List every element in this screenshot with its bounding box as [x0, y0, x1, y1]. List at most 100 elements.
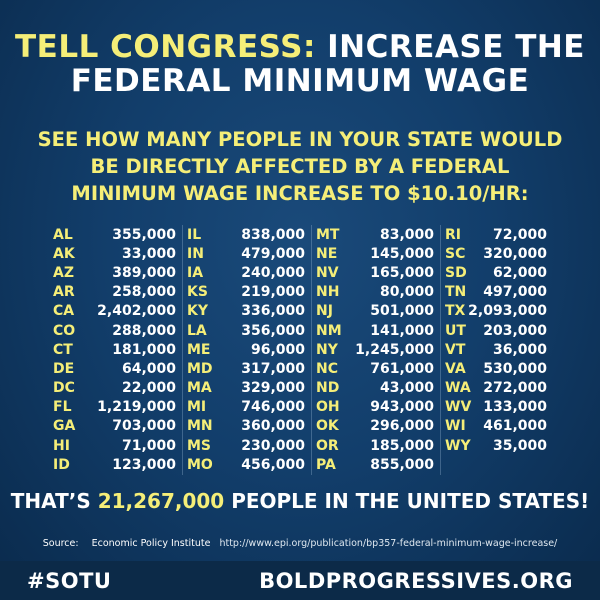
state-value: 272,000	[483, 380, 547, 397]
source-citation: Source: Economic Policy Institute http:/…	[0, 538, 600, 549]
state-value: 230,000	[241, 437, 305, 454]
state-value: 530,000	[483, 360, 547, 377]
state-value: 141,000	[370, 322, 434, 339]
state-row: WV 133,000	[441, 398, 553, 417]
state-abbr: FL	[53, 399, 72, 416]
state-row: WA 272,000	[441, 379, 553, 398]
state-column: AL 355,000 AK 33,000 AZ 389,000 AR 258,000 CA 2,4…	[53, 225, 182, 475]
state-abbr: ND	[316, 380, 340, 397]
state-abbr: RI	[445, 226, 461, 243]
state-value: 72,000	[492, 226, 547, 243]
state-abbr: VT	[445, 341, 466, 358]
state-abbr: CO	[53, 322, 76, 339]
state-abbr: NY	[316, 341, 338, 358]
state-value: 219,000	[241, 284, 305, 301]
state-abbr: UT	[445, 322, 466, 339]
state-row: SD 62,000	[441, 263, 553, 282]
state-value: 2,093,000	[468, 303, 547, 320]
website-link[interactable]: BOLDPROGRESSIVES.ORG	[259, 569, 573, 593]
state-abbr: WY	[445, 437, 471, 454]
state-abbr: NC	[316, 360, 338, 377]
state-value: 185,000	[370, 437, 434, 454]
state-row: OH 943,000	[312, 398, 440, 417]
state-value: 943,000	[370, 399, 434, 416]
state-abbr: DC	[53, 380, 75, 397]
state-abbr: LA	[187, 322, 207, 339]
state-row: ND 43,000	[312, 379, 440, 398]
state-abbr: PA	[316, 456, 336, 473]
state-row: MT 83,000	[312, 225, 440, 244]
state-abbr: SD	[445, 264, 467, 281]
state-abbr: DE	[53, 360, 75, 377]
state-value: 80,000	[379, 284, 434, 301]
state-abbr: GA	[53, 418, 76, 435]
source-label: Source:	[42, 538, 79, 549]
state-row: IA 240,000	[183, 263, 311, 282]
state-value: 288,000	[112, 322, 176, 339]
state-row: NH 80,000	[312, 283, 440, 302]
state-abbr: ID	[53, 456, 70, 473]
state-value: 746,000	[241, 399, 305, 416]
state-row: MA 329,000	[183, 379, 311, 398]
state-row: IN 479,000	[183, 244, 311, 263]
headline-emphasis: TELL CONGRESS:	[15, 29, 316, 65]
state-row: OK 296,000	[312, 417, 440, 436]
hashtag: #SOTU	[27, 569, 112, 593]
state-value: 461,000	[483, 418, 547, 435]
state-value: 165,000	[370, 264, 434, 281]
state-row: CT 181,000	[53, 340, 182, 359]
state-row: RI 72,000	[441, 225, 553, 244]
state-abbr: AZ	[53, 264, 74, 281]
state-row: KY 336,000	[183, 302, 311, 321]
state-row: MS 230,000	[183, 436, 311, 455]
state-value: 336,000	[241, 303, 305, 320]
state-table: AL 355,000 AK 33,000 AZ 389,000 AR 258,000 CA 2,4…	[53, 225, 553, 475]
state-row: NJ 501,000	[312, 302, 440, 321]
state-value: 360,000	[241, 418, 305, 435]
state-row: MD 317,000	[183, 359, 311, 378]
state-abbr: MO	[187, 456, 213, 473]
state-row: IL 838,000	[183, 225, 311, 244]
state-value: 36,000	[492, 341, 547, 358]
state-abbr: NV	[316, 264, 339, 281]
state-value: 479,000	[241, 245, 305, 262]
state-abbr: WI	[445, 418, 466, 435]
state-value: 317,000	[241, 360, 305, 377]
state-column: MT 83,000 NE 145,000 NV 165,000 NH 80,000 NJ 501,…	[311, 225, 440, 475]
state-abbr: AK	[53, 245, 75, 262]
state-abbr: WA	[445, 380, 471, 397]
state-value: 145,000	[370, 245, 434, 262]
state-value: 64,000	[121, 360, 176, 377]
state-row: MO 456,000	[183, 455, 311, 474]
state-row: AL 355,000	[53, 225, 182, 244]
state-row: DE 64,000	[53, 359, 182, 378]
state-value: 62,000	[492, 264, 547, 281]
state-value: 181,000	[112, 341, 176, 358]
source-url[interactable]: http://www.epi.org/publication/bp357-fed…	[219, 538, 558, 549]
state-abbr: MA	[187, 380, 212, 397]
headline-line2: FEDERAL MINIMUM WAGE	[70, 63, 530, 99]
headline: TELL CONGRESS: INCREASE THE FEDERAL MINI…	[0, 30, 600, 98]
state-value: 761,000	[370, 360, 434, 377]
state-column: RI 72,000 SC 320,000 SD 62,000 TN 497,000 TX 2,09…	[440, 225, 553, 475]
state-value: 1,245,000	[355, 341, 434, 358]
state-value: 456,000	[241, 456, 305, 473]
state-row: PA 855,000	[312, 455, 440, 474]
state-row: SC 320,000	[441, 244, 553, 263]
state-value: 96,000	[250, 341, 305, 358]
state-row: HI 71,000	[53, 436, 182, 455]
state-row: KS 219,000	[183, 283, 311, 302]
state-value: 355,000	[112, 226, 176, 243]
state-abbr: MI	[187, 399, 207, 416]
state-row: AZ 389,000	[53, 263, 182, 282]
state-row: NE 145,000	[312, 244, 440, 263]
subheading-line: MINIMUM WAGE INCREASE TO $10.10/HR:	[71, 182, 529, 205]
state-abbr: NM	[316, 322, 342, 339]
state-row: WI 461,000	[441, 417, 553, 436]
state-value: 320,000	[483, 245, 547, 262]
source-org: Economic Policy Institute	[91, 538, 211, 549]
state-abbr: HI	[53, 437, 70, 454]
state-abbr: NE	[316, 245, 338, 262]
state-abbr: ME	[187, 341, 211, 358]
state-value: 703,000	[112, 418, 176, 435]
